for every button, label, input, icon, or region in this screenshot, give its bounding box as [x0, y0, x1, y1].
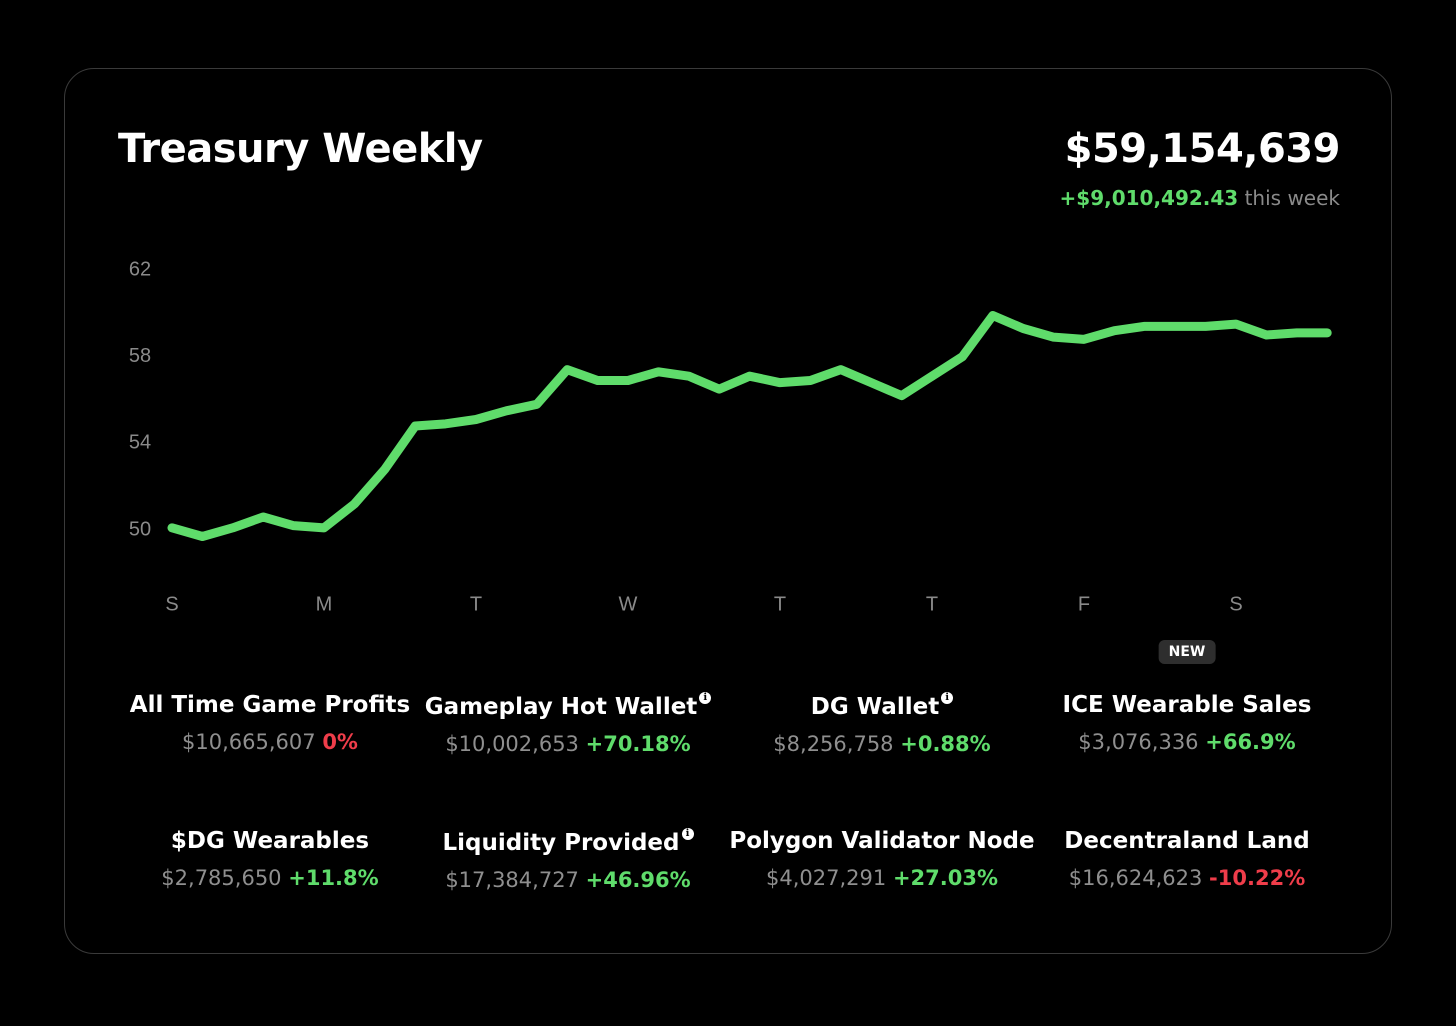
stat-label: Liquidity Provided [442, 830, 680, 856]
stat-value-line: $16,624,623 -10.22% [1027, 866, 1347, 890]
stat-label: DG Wallet [810, 694, 940, 720]
stat-item: Gameplay Hot Wallet ℹ $10,002,653 +70.18% [408, 692, 728, 756]
stat-change: +11.8% [288, 866, 379, 890]
stat-item: Decentraland Land $16,624,623 -10.22% [1027, 828, 1347, 890]
stat-value-line: $8,256,758 +0.88% [722, 732, 1042, 756]
stat-item: All Time Game Profits $10,665,607 0% [110, 692, 430, 754]
stat-value: $17,384,727 [445, 868, 579, 892]
stat-item: DG Wallet ℹ $8,256,758 +0.88% [722, 692, 1042, 756]
stat-change: -10.22% [1209, 866, 1306, 890]
stat-change: +46.96% [585, 868, 691, 892]
stat-item: Polygon Validator Node $4,027,291 +27.03% [722, 828, 1042, 890]
stat-name: Liquidity Provided ℹ [408, 828, 728, 856]
weekly-change: +$9,010,492.43 this week [1060, 186, 1340, 210]
chart: 50 54 58 62 S M T W T T F S [129, 258, 1332, 615]
total: $59,154,639 [1064, 126, 1341, 172]
stat-name: Decentraland Land [1027, 828, 1347, 854]
stat-name: Gameplay Hot Wallet ℹ [408, 692, 728, 720]
info-icon: ℹ [941, 692, 954, 704]
stat-label: Decentraland Land [1064, 828, 1310, 854]
stat-label: $DG Wearables [170, 828, 370, 854]
stat-name: ICE Wearable Sales [1027, 692, 1347, 718]
stat-value: $3,076,336 [1078, 730, 1199, 754]
stat-label: ICE Wearable Sales [1062, 692, 1312, 718]
stat-item: Liquidity Provided ℹ $17,384,727 +46.96% [408, 828, 728, 892]
stat-value: $10,665,607 [182, 730, 316, 754]
stat-value-line: $2,785,650 +11.8% [110, 866, 430, 890]
x-tick-label: T [774, 593, 786, 615]
x-tick-label: S [165, 593, 178, 615]
stat-change: +70.18% [585, 732, 691, 756]
stat-change: +0.88% [900, 732, 991, 756]
x-tick-label: W [619, 593, 638, 615]
change-note: this week [1244, 186, 1340, 210]
x-tick-label: T [926, 593, 938, 615]
y-tick-label: 58 [129, 345, 151, 367]
stat-name: All Time Game Profits [110, 692, 430, 718]
x-tick-label: T [470, 593, 482, 615]
stat-name: Polygon Validator Node [722, 828, 1042, 854]
stat-change: 0% [322, 730, 358, 754]
stat-value-line: $17,384,727 +46.96% [408, 868, 728, 892]
y-tick-label: 62 [129, 258, 151, 280]
x-tick-label: S [1229, 593, 1242, 615]
stat-value: $16,624,623 [1068, 866, 1203, 890]
stat-label: Polygon Validator Node [729, 828, 1035, 854]
stat-name: DG Wallet ℹ [722, 692, 1042, 720]
x-tick-label: M [316, 593, 333, 615]
stat-value-line: $3,076,336 +66.9% [1027, 730, 1347, 754]
y-tick-label: 50 [129, 518, 151, 540]
change-amount: +$9,010,492.43 [1059, 186, 1239, 210]
new-badge: NEW [1158, 640, 1216, 664]
stat-label: Gameplay Hot Wallet [424, 694, 698, 720]
stat-name: $DG Wearables [110, 828, 430, 854]
stat-change: +66.9% [1205, 730, 1296, 754]
stat-change: +27.03% [892, 866, 998, 890]
stat-item: $DG Wearables $2,785,650 +11.8% [110, 828, 430, 890]
y-tick-label: 54 [129, 432, 151, 454]
stat-value-line: $10,665,607 0% [110, 730, 430, 754]
stat-value: $4,027,291 [766, 866, 887, 890]
title: Treasury Weekly [118, 126, 483, 172]
stat-value: $10,002,653 [445, 732, 579, 756]
stat-value-line: $4,027,291 +27.03% [722, 866, 1042, 890]
stat-label: All Time Game Profits [129, 692, 411, 718]
info-icon: ℹ [699, 692, 712, 704]
x-tick-label: F [1078, 593, 1090, 615]
stat-item: NEW ICE Wearable Sales $3,076,336 +66.9% [1027, 640, 1347, 754]
info-icon: ℹ [681, 828, 694, 840]
stat-value: $2,785,650 [161, 866, 282, 890]
stat-value-line: $10,002,653 +70.18% [408, 732, 728, 756]
card [64, 68, 1392, 954]
line [167, 311, 1332, 541]
stat-value: $8,256,758 [773, 732, 894, 756]
